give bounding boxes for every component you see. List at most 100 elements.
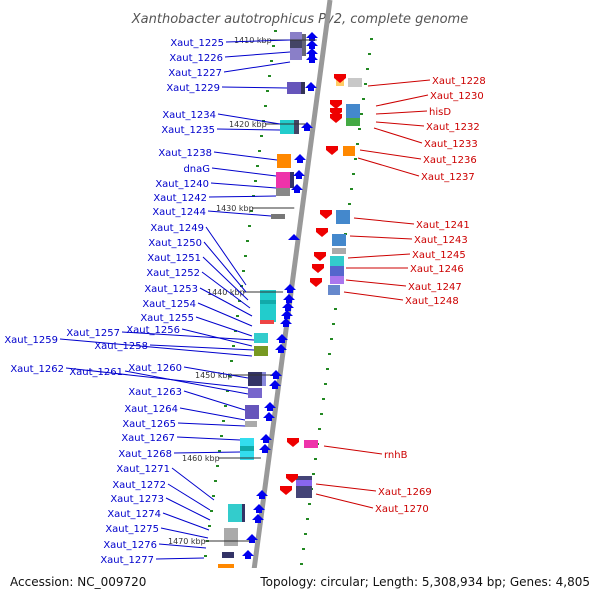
reverse-gene-arrow	[312, 264, 324, 273]
tick-mark	[358, 128, 361, 130]
forward-gene-leader-line	[155, 557, 205, 560]
forward-gene-arrow	[283, 294, 295, 303]
tick-mark	[224, 405, 227, 407]
gene-block	[260, 290, 276, 322]
tick-mark	[272, 45, 275, 47]
tick-mark	[210, 510, 213, 512]
reverse-gene-leader-line	[345, 279, 407, 287]
forward-gene-leader-line	[176, 436, 241, 441]
forward-gene-label: Xaut_1272	[112, 480, 166, 491]
tick-mark	[328, 353, 331, 355]
forward-gene-leader-line	[158, 543, 207, 549]
forward-gene-arrow	[256, 490, 268, 499]
forward-gene-arrow	[252, 514, 264, 523]
gene-block	[248, 372, 262, 386]
gene-block	[304, 440, 318, 448]
forward-gene-arrow	[242, 550, 254, 559]
reverse-gene-leader-line	[375, 94, 429, 107]
forward-gene-leader-line	[201, 271, 251, 309]
reverse-gene-label: Xaut_1247	[408, 282, 462, 293]
forward-gene-label: Xaut_1267	[121, 433, 175, 444]
forward-gene-leader-line	[205, 226, 247, 286]
forward-gene-label: Xaut_1277	[100, 555, 154, 566]
reverse-gene-label: Xaut_1236	[423, 155, 477, 166]
gene-block	[302, 34, 306, 56]
tick-mark	[274, 30, 277, 32]
forward-gene-label: Xaut_1242	[153, 193, 207, 204]
reverse-gene-leader-line	[353, 217, 415, 225]
forward-gene-label: Xaut_1226	[169, 53, 223, 64]
tick-mark	[326, 368, 329, 370]
tick-mark	[304, 533, 307, 535]
forward-gene-leader-line	[224, 51, 291, 58]
tick-mark	[208, 525, 211, 527]
gene-block	[240, 446, 254, 451]
forward-gene-label: Xaut_1261	[69, 367, 123, 378]
gene-block	[301, 82, 305, 94]
tick-mark	[248, 225, 251, 227]
reverse-gene-leader-line	[373, 127, 423, 144]
forward-gene-arrow	[260, 434, 272, 443]
kbp-label: 1430 kbp	[216, 204, 254, 213]
forward-gene-arrow	[264, 402, 276, 411]
reverse-gene-arrow	[316, 228, 328, 237]
reverse-gene-leader-line	[347, 253, 411, 259]
tick-mark	[354, 158, 357, 160]
tick-mark	[322, 398, 325, 400]
forward-gene-leader-line	[213, 151, 278, 161]
tick-mark	[270, 60, 273, 62]
forward-gene-leader-line	[221, 86, 288, 89]
tick-mark	[366, 68, 369, 70]
forward-gene-label: Xaut_1268	[118, 449, 172, 460]
genome-title: Xanthobacter autotrophicus Py2, complete…	[131, 12, 468, 27]
reverse-gene-arrow	[286, 474, 298, 483]
forward-gene-arrow	[270, 370, 282, 379]
forward-gene-labels: Xaut_1225 Xaut_1226 Xaut_1227 Xaut_1229 Xaut…	[4, 38, 291, 566]
gene-block	[287, 82, 301, 94]
reverse-gene-leader-line	[349, 235, 413, 240]
reverse-gene-leader-line	[323, 445, 383, 455]
tick-mark	[260, 135, 263, 137]
gene-block	[296, 476, 312, 498]
forward-gene-leader-line	[202, 256, 249, 301]
forward-gene-label: Xaut_1227	[168, 68, 222, 79]
reverse-gene-arrow	[330, 114, 342, 123]
gene-block	[330, 266, 344, 276]
accession-text: Accession: NC_009720	[10, 575, 146, 589]
forward-gene-leader-line	[197, 302, 253, 327]
reverse-gene-arrow	[326, 146, 338, 155]
forward-gene-arrow	[269, 380, 281, 389]
tick-mark	[228, 375, 231, 377]
reverse-gene-label: Xaut_1245	[412, 250, 466, 261]
forward-gene-label: Xaut_1257	[66, 328, 120, 339]
tick-mark	[308, 503, 311, 505]
gene-block	[254, 333, 268, 343]
tick-mark	[318, 428, 321, 430]
forward-gene-label: Xaut_1251	[147, 253, 201, 264]
tick-mark	[254, 180, 257, 182]
reverse-gene-leader-line	[375, 121, 425, 127]
reverse-gene-leader-line	[359, 149, 422, 160]
reverse-gene-label: Xaut_1230	[430, 91, 484, 102]
gene-block	[296, 480, 312, 486]
forward-gene-label: Xaut_1264	[124, 404, 178, 415]
tick-mark	[242, 270, 245, 272]
gene-block	[222, 552, 234, 558]
reverse-gene-arrow	[310, 278, 322, 287]
forward-gene-leader-line	[211, 167, 277, 177]
reverse-gene-label: Xaut_1241	[416, 220, 470, 231]
gene-block	[245, 421, 257, 427]
reverse-gene-label: rnhB	[384, 450, 408, 461]
reverse-gene-label: Xaut_1232	[426, 122, 480, 133]
forward-gene-leader-line	[59, 338, 253, 357]
forward-gene-leader-line	[167, 483, 211, 511]
forward-gene-label: Xaut_1225	[170, 38, 224, 49]
gene-block	[336, 210, 350, 224]
reverse-gene-arrow	[287, 438, 299, 447]
forward-gene-arrow	[263, 412, 275, 421]
reverse-gene-label: Xaut_1228	[432, 76, 486, 87]
forward-gene-leader-line	[208, 195, 277, 198]
reverse-gene-label: Xaut_1248	[405, 296, 459, 307]
tick-mark	[330, 338, 333, 340]
forward-gene-label: Xaut_1258	[94, 341, 148, 352]
